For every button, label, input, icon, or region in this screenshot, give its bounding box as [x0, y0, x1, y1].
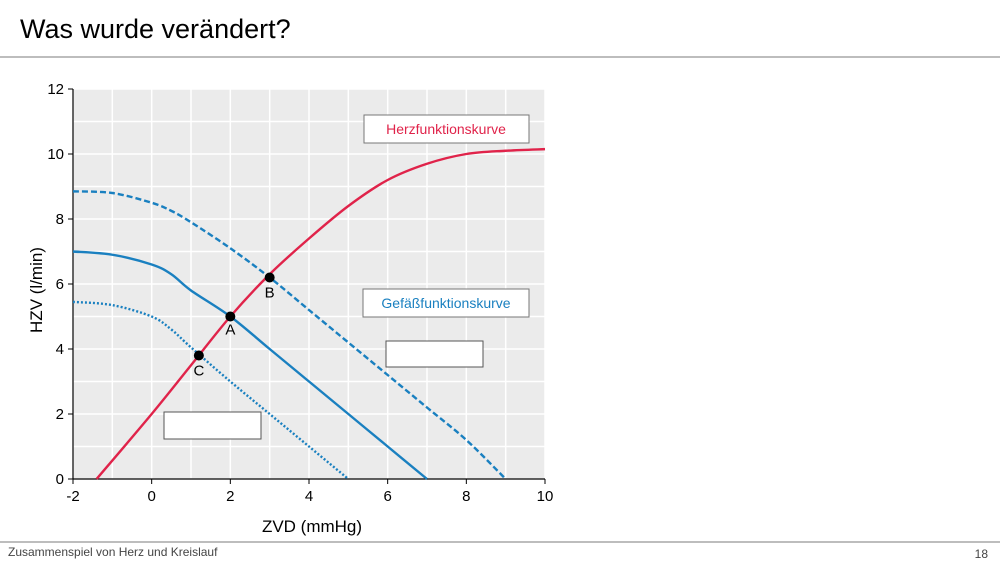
x-tick-label: -2 — [66, 488, 79, 505]
y-tick-label: 2 — [56, 406, 64, 423]
point-label-b: B — [265, 285, 275, 302]
footer-text: Zusammenspiel von Herz und Kreislauf — [8, 545, 218, 559]
y-tick-label: 6 — [56, 276, 64, 293]
point-c — [193, 350, 204, 361]
x-tick-label: 6 — [383, 488, 391, 505]
x-tick-label: 10 — [537, 488, 554, 505]
herzfunktionskurve-label-box — [363, 114, 530, 144]
series-line-1 — [95, 147, 546, 480]
gefaessfunktionskurve-label-box — [362, 288, 530, 318]
herzfunktionskurve-label: Herzfunktionskurve — [386, 121, 506, 137]
x-axis-label: ZVD (mmHg) — [262, 517, 362, 536]
point-b — [264, 272, 275, 283]
y-tick-label: 4 — [56, 341, 64, 358]
point-label-a: A — [225, 322, 235, 339]
y-tick-label: 0 — [56, 471, 64, 488]
point-label-c: C — [193, 363, 204, 380]
page-number: 18 — [974, 547, 988, 561]
title-divider — [0, 56, 1000, 58]
answer-box-1[interactable] — [385, 340, 484, 368]
x-tick-label: 4 — [305, 488, 313, 505]
x-tick-label: 2 — [226, 488, 234, 505]
points-layer: A B C — [193, 272, 275, 380]
footer-divider — [0, 541, 1000, 543]
point-a — [225, 311, 236, 322]
answer-box-2[interactable] — [163, 411, 262, 440]
slide-title: Was wurde verändert? — [20, 14, 291, 44]
y-tick-label: 12 — [47, 81, 64, 98]
x-tick-label: 0 — [147, 488, 155, 505]
series-line-4 — [72, 300, 350, 480]
y-tick-label: 8 — [56, 211, 64, 228]
x-tick-label: 8 — [462, 488, 470, 505]
y-tick-label: 10 — [47, 146, 64, 163]
gefaessfunktionskurve-label: Gefäßfunktionskurve — [381, 295, 510, 311]
y-axis-label: HZV (l/min) — [27, 247, 46, 333]
